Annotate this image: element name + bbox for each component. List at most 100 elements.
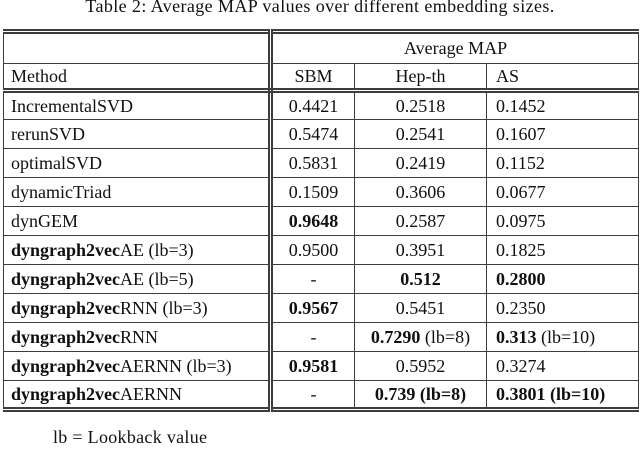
- sbm-value-cell: 0.1509: [270, 177, 355, 207]
- sbm-value-cell: 0.9581: [270, 351, 355, 381]
- as-value: 0.1825: [496, 239, 546, 260]
- as-value-bold: 0.313: [496, 326, 537, 347]
- method-name-bold: dyngraph2vec: [11, 383, 121, 404]
- method-name-bold: dyngraph2vec: [11, 297, 121, 318]
- group-header-average-map: Average MAP: [270, 31, 639, 64]
- as-value-cell: 0.3274: [486, 351, 639, 381]
- sbm-value: -: [310, 326, 317, 347]
- sbm-value-cell: 0.5474: [270, 119, 355, 149]
- method-name-bold: dyngraph2vec: [11, 355, 121, 376]
- hepth-value: 0.2541: [395, 123, 446, 144]
- hepth-value-bold: 0.512: [400, 268, 441, 289]
- sbm-value-cell: 0.9567: [270, 293, 355, 323]
- sbm-value-cell: 0.4421: [270, 90, 355, 120]
- method-name-bold: dyngraph2vec: [11, 268, 121, 289]
- method-cell: dyngraph2vecAERNN: [3, 380, 273, 410]
- hepth-value: 0.3606: [395, 181, 446, 202]
- column-header-method: Method: [3, 63, 273, 93]
- table-row: dyngraph2vecAERNN (lb=3) 0.9581 0.5952 0…: [3, 351, 639, 381]
- hepth-value-cell: 0.2541: [354, 119, 487, 149]
- sbm-value-cell: 0.9500: [270, 235, 355, 265]
- sbm-value-bold: 0.9648: [288, 210, 339, 231]
- table-row: dyngraph2vecAE (lb=5) - 0.512 0.2800: [3, 264, 639, 294]
- as-value: 0.1452: [496, 95, 546, 116]
- method-name-suffix: AE (lb=3): [120, 239, 194, 260]
- as-value: 0.2350: [496, 297, 546, 318]
- hepth-value: 0.2518: [395, 95, 446, 116]
- method-cell: dynamicTriad: [3, 177, 273, 207]
- hepth-value-bold: 0.739 (lb=8): [374, 383, 467, 404]
- method-name-suffix: AERNN (lb=3): [120, 355, 232, 376]
- sbm-value: 0.1509: [288, 181, 339, 202]
- method-cell: dyngraph2vecRNN (lb=3): [3, 293, 273, 323]
- hepth-value-cell: 0.2587: [354, 206, 487, 236]
- column-header-as: AS: [486, 63, 639, 93]
- table-body: IncrementalSVD 0.4421 0.2518 0.1452 reru…: [3, 90, 639, 410]
- as-value: 0.0975: [496, 210, 546, 231]
- as-value-cell: 0.0677: [486, 177, 639, 207]
- sbm-value-cell: -: [270, 264, 355, 294]
- as-value-cell: 0.0975: [486, 206, 639, 236]
- as-value: 0.0677: [496, 181, 546, 202]
- sbm-value: 0.9500: [288, 239, 339, 260]
- method-name-suffix: IncrementalSVD: [11, 95, 133, 116]
- method-cell: dyngraph2vecAE (lb=3): [3, 235, 273, 265]
- table-row: dyngraph2vecRNN - 0.7290 (lb=8) 0.313 (l…: [3, 322, 639, 352]
- table-row: dyngraph2vecAE (lb=3) 0.9500 0.3951 0.18…: [3, 235, 639, 265]
- method-cell: IncrementalSVD: [3, 90, 273, 120]
- sbm-value: 0.5474: [288, 123, 339, 144]
- as-value-cell: 0.2350: [486, 293, 639, 323]
- table-row: dyngraph2vecRNN (lb=3) 0.9567 0.5451 0.2…: [3, 293, 639, 323]
- method-name-suffix: dynamicTriad: [11, 181, 112, 202]
- table-caption: Table 2: Average MAP values over differe…: [85, 0, 555, 16]
- sbm-value-cell: -: [270, 380, 355, 410]
- table-row: dynamicTriad 0.1509 0.3606 0.0677: [3, 177, 639, 207]
- table-footnote: lb = Lookback value: [53, 427, 208, 447]
- as-value: 0.3274: [496, 355, 546, 376]
- sbm-value-cell: 0.5831: [270, 148, 355, 178]
- as-value: (lb=10): [536, 326, 596, 347]
- method-cell: dynGEM: [3, 206, 273, 236]
- hepth-value-bold: 0.7290: [370, 326, 421, 347]
- method-cell: dyngraph2vecAE (lb=5): [3, 264, 273, 294]
- average-map-table: Average MAP Method SBM Hep-th AS Increme…: [3, 29, 640, 412]
- hepth-value-cell: 0.512: [354, 264, 487, 294]
- hepth-value: 0.3951: [395, 239, 446, 260]
- as-value-cell: 0.1825: [486, 235, 639, 265]
- as-value: 0.1152: [496, 152, 545, 173]
- hepth-value: 0.2419: [395, 152, 446, 173]
- method-name-suffix: RNN: [120, 326, 159, 347]
- method-name-suffix: AERNN: [120, 383, 183, 404]
- sbm-value: -: [310, 268, 317, 289]
- as-value-bold: 0.2800: [496, 268, 546, 289]
- sbm-value-bold: 0.9581: [288, 355, 339, 376]
- method-cell: rerunSVD: [3, 119, 273, 149]
- as-value: 0.1607: [496, 123, 546, 144]
- sbm-value: -: [310, 383, 317, 404]
- table-row: dyngraph2vecAERNN - 0.739 (lb=8) 0.3801 …: [3, 380, 639, 410]
- as-value-cell: 0.1152: [486, 148, 639, 178]
- method-cell: optimalSVD: [3, 148, 273, 178]
- method-name-suffix: RNN (lb=3): [120, 297, 208, 318]
- table-row: dynGEM 0.9648 0.2587 0.0975: [3, 206, 639, 236]
- hepth-value-cell: 0.3951: [354, 235, 487, 265]
- method-name-suffix: optimalSVD: [11, 152, 103, 173]
- hepth-value-cell: 0.7290 (lb=8): [354, 322, 487, 352]
- sbm-value: 0.4421: [288, 95, 339, 116]
- column-header-row: Method SBM Hep-th AS: [3, 63, 639, 93]
- column-header-hepth: Hep-th: [354, 63, 487, 93]
- as-value-cell: 0.1452: [486, 90, 639, 120]
- hepth-value: 0.5451: [395, 297, 446, 318]
- as-value-cell: 0.1607: [486, 119, 639, 149]
- hepth-value-cell: 0.2518: [354, 90, 487, 120]
- hepth-value-cell: 0.5451: [354, 293, 487, 323]
- method-name-suffix: AE (lb=5): [120, 268, 194, 289]
- hepth-value-cell: 0.5952: [354, 351, 487, 381]
- method-name-bold: dyngraph2vec: [11, 239, 121, 260]
- group-header-row: Average MAP: [3, 31, 639, 64]
- hepth-value-cell: 0.2419: [354, 148, 487, 178]
- column-header-sbm: SBM: [270, 63, 355, 93]
- method-cell: dyngraph2vecAERNN (lb=3): [3, 351, 273, 381]
- table-row: rerunSVD 0.5474 0.2541 0.1607: [3, 119, 639, 149]
